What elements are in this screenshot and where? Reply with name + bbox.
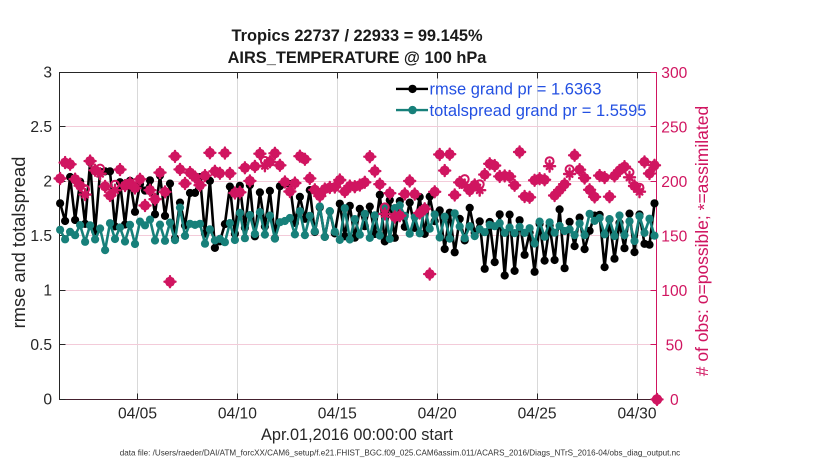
svg-text:300: 300 xyxy=(661,65,687,82)
svg-text:data file: /Users/raeder/DAI/A: data file: /Users/raeder/DAI/ATM_forcXX/… xyxy=(120,449,680,458)
svg-text:100: 100 xyxy=(661,283,687,300)
svg-text:04/30: 04/30 xyxy=(617,406,656,423)
svg-text:3: 3 xyxy=(43,65,52,82)
svg-text:150: 150 xyxy=(661,228,687,245)
svg-text:2: 2 xyxy=(43,174,52,191)
svg-text:AIRS_TEMPERATURE @ 100 hPa: AIRS_TEMPERATURE @ 100 hPa xyxy=(228,49,488,67)
svg-text:0: 0 xyxy=(43,392,52,409)
svg-text:rmse grand pr = 1.6363: rmse grand pr = 1.6363 xyxy=(430,81,602,99)
svg-text:Tropics 22737 / 22933 = 99.145: Tropics 22737 / 22933 = 99.145% xyxy=(231,27,482,45)
svg-text:250: 250 xyxy=(661,119,687,136)
svg-text:Apr.01,2016 00:00:00 start: Apr.01,2016 00:00:00 start xyxy=(261,426,453,444)
svg-text:1.5: 1.5 xyxy=(30,228,52,245)
svg-text:04/05: 04/05 xyxy=(118,406,157,423)
svg-text:0.5: 0.5 xyxy=(30,337,52,354)
svg-text:04/20: 04/20 xyxy=(418,406,457,423)
svg-text:rmse and totalspread: rmse and totalspread xyxy=(8,157,29,329)
svg-text:04/10: 04/10 xyxy=(218,406,257,423)
svg-text:# of obs: o=possible; *=assimi: # of obs: o=possible; *=assimilated xyxy=(692,106,714,376)
svg-text:totalspread grand pr = 1.5595: totalspread grand pr = 1.5595 xyxy=(430,102,647,120)
svg-text:2.5: 2.5 xyxy=(30,119,52,136)
svg-text:200: 200 xyxy=(661,174,687,191)
svg-text:0: 0 xyxy=(670,392,679,409)
svg-text:50: 50 xyxy=(666,337,684,354)
svg-text:04/15: 04/15 xyxy=(318,406,357,423)
svg-text:1: 1 xyxy=(43,283,52,300)
svg-text:04/25: 04/25 xyxy=(518,406,557,423)
